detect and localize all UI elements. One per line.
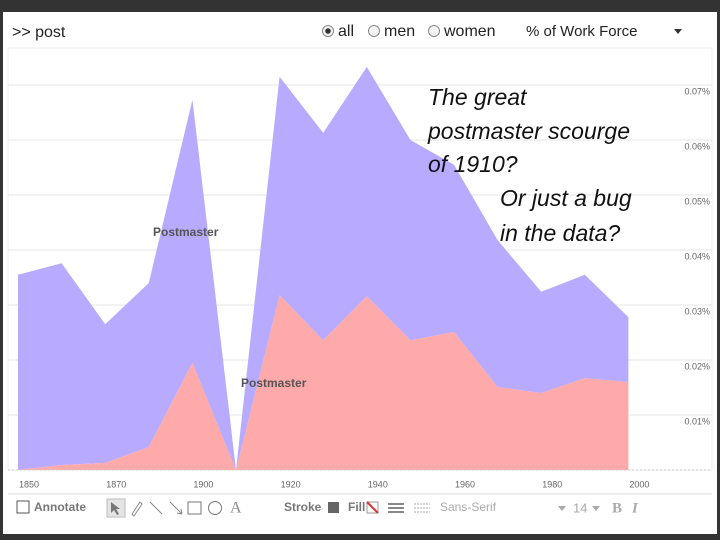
measure-dropdown[interactable]: % of Work Force xyxy=(526,23,637,40)
y-tick-label: 0.01% xyxy=(684,416,710,426)
x-tick-label: 1850 xyxy=(19,479,39,489)
dropdown-arrow xyxy=(674,29,682,34)
x-tick-label: 1920 xyxy=(281,479,301,489)
radio[interactable] xyxy=(428,25,440,37)
y-tick-label: 0.06% xyxy=(684,141,710,151)
x-tick-label: 1870 xyxy=(106,479,126,489)
italic-button[interactable]: I xyxy=(631,500,639,516)
plot: 0.01% 0.02% 0.03% 0.04% 0.05% 0.06% 0.07% 1850 1… xyxy=(8,66,712,489)
cursor-icon xyxy=(111,502,120,515)
query[interactable]: >> post xyxy=(12,24,66,41)
bold-button[interactable]: B xyxy=(612,500,622,516)
area-label: Postmaster xyxy=(241,376,307,390)
annotation: Or just a bug xyxy=(500,185,632,211)
y-tick-label: 0.02% xyxy=(684,361,710,371)
text-tool[interactable]: A xyxy=(230,500,242,517)
line-width[interactable] xyxy=(388,503,404,513)
stroke-label: Stroke xyxy=(284,500,322,514)
annotation: in the data? xyxy=(500,220,620,246)
annotate-label: Annotate xyxy=(34,500,86,514)
ellipse-tool[interactable] xyxy=(208,501,222,515)
radio-dot xyxy=(325,28,331,34)
line-tool[interactable] xyxy=(149,501,163,515)
radio-label[interactable]: all xyxy=(338,23,354,40)
y-tick-label: 0.07% xyxy=(684,86,710,96)
font-size[interactable]: 14 xyxy=(573,500,587,515)
stroke-swatch[interactable] xyxy=(328,502,339,513)
size-dropdown-arrow[interactable] xyxy=(592,506,600,511)
area xyxy=(18,66,629,470)
x-tick-label: 2000 xyxy=(629,479,649,489)
pen-tool[interactable] xyxy=(131,501,143,517)
line-style[interactable] xyxy=(414,503,430,513)
x-tick-label: 1940 xyxy=(368,479,388,489)
font-family[interactable]: Sans-Serif xyxy=(440,500,497,514)
arrow-tool[interactable] xyxy=(169,501,183,515)
x-tick-label: 1900 xyxy=(193,479,213,489)
x-tick-label: 1980 xyxy=(542,479,562,489)
annotation: The great xyxy=(428,84,528,110)
radio-label[interactable]: men xyxy=(384,23,415,40)
options: all men women xyxy=(322,23,496,40)
x-tick-label: 1960 xyxy=(455,479,475,489)
y-tick-label: 0.03% xyxy=(684,306,710,316)
fill-none xyxy=(366,501,379,514)
rect-tool[interactable] xyxy=(187,501,202,515)
area-label: Postmaster xyxy=(153,225,219,239)
fill-label: Fill xyxy=(348,500,365,514)
annotation: of 1910? xyxy=(428,151,518,177)
y-tick-label: 0.05% xyxy=(684,196,710,206)
font-dropdown-arrow[interactable] xyxy=(558,506,566,511)
radio-label[interactable]: women xyxy=(443,23,496,40)
annotation: postmaster scourge xyxy=(427,118,630,144)
y-tick-label: 0.04% xyxy=(684,251,710,261)
annotate-checkbox[interactable] xyxy=(16,500,30,514)
area xyxy=(18,295,629,470)
radio[interactable] xyxy=(368,25,380,37)
